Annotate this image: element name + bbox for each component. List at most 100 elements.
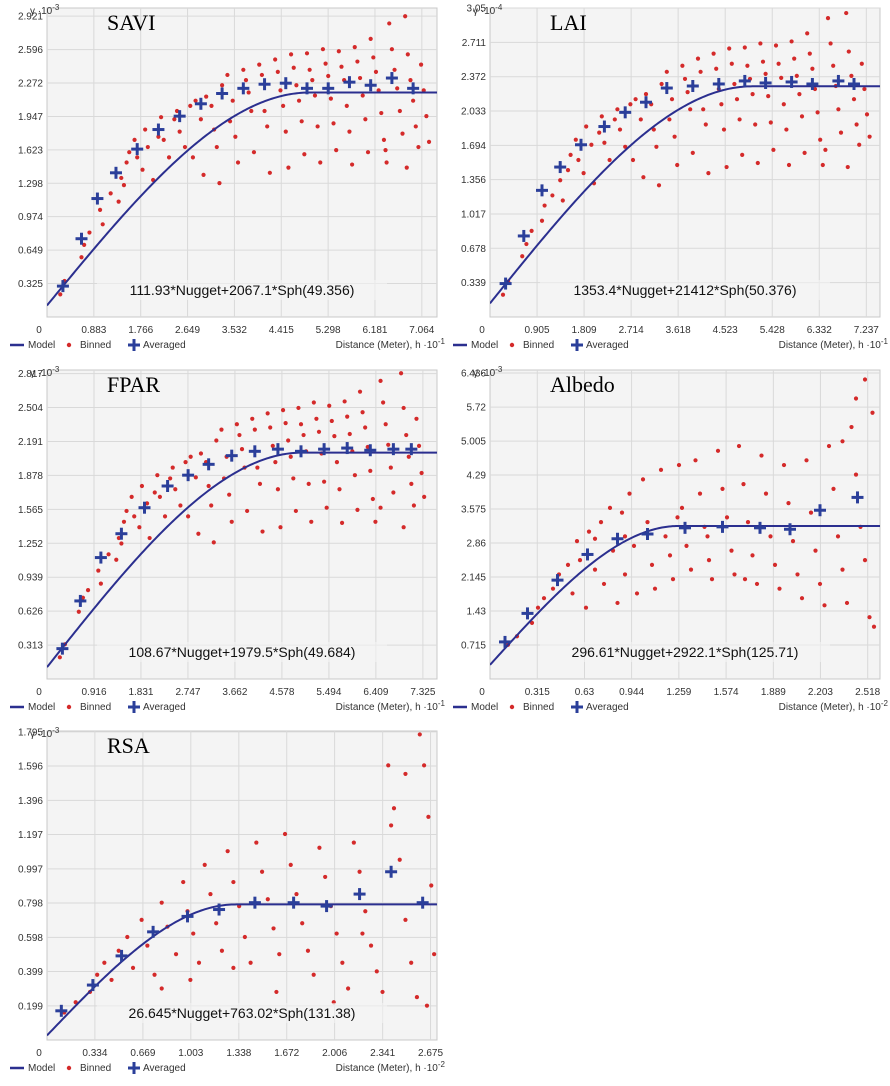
binned-point	[627, 491, 632, 496]
y-axis-label-main: γ ·10	[473, 368, 496, 379]
y-tick-label: 0.997	[18, 864, 43, 875]
binned-point	[732, 81, 737, 87]
binned-point	[125, 934, 130, 940]
binned-point	[768, 120, 773, 125]
binned-point	[379, 110, 384, 116]
binned-point	[828, 41, 833, 46]
model-equation: 1353.4*Nugget+21412*Sph(50.376)	[573, 282, 796, 298]
binned-point	[682, 76, 688, 82]
binned-point	[355, 59, 360, 64]
binned-point	[714, 66, 719, 71]
binned-point	[82, 242, 87, 247]
binned-point	[277, 952, 282, 957]
y-tick-label: 2.191	[18, 437, 43, 448]
binned-point	[365, 444, 370, 450]
binned-point	[844, 600, 850, 606]
binned-point	[812, 86, 818, 92]
binned-point	[291, 65, 296, 70]
x-tick-label: 2.341	[370, 1048, 395, 1059]
y-axis-label-exponent: -3	[52, 726, 60, 735]
averaged-point	[499, 277, 512, 290]
binned-point	[729, 548, 734, 553]
binned-point	[679, 505, 685, 510]
binned-point	[288, 862, 293, 867]
binned-point	[422, 494, 427, 499]
averaged-point	[407, 82, 420, 95]
binned-point	[311, 400, 316, 405]
binned-point	[357, 869, 362, 874]
x-tick-label: 0	[479, 687, 485, 698]
binned-point	[286, 165, 291, 170]
binned-point	[152, 490, 157, 495]
binned-point	[705, 534, 710, 539]
binned-point	[280, 408, 286, 413]
x-tick-label: 1.338	[226, 1048, 251, 1059]
binned-point	[813, 548, 818, 553]
averaged-point	[56, 642, 69, 655]
binned-point	[293, 508, 298, 514]
averaged-point	[301, 82, 313, 95]
binned-point	[166, 155, 172, 160]
binned-point	[352, 45, 357, 50]
binned-point	[758, 41, 763, 46]
plot-area	[46, 7, 438, 318]
binned-point	[363, 117, 368, 122]
legend-model-label: Model	[28, 702, 55, 713]
binned-point	[278, 88, 283, 93]
averaged-point	[641, 528, 654, 541]
binned-point	[345, 414, 350, 419]
binned-point	[607, 505, 613, 510]
rsa-chart-svg: 0.199 0.399 0.598 0.798 0.997 1.197 1.396 1.596…	[10, 726, 446, 1074]
binned-point	[219, 427, 224, 432]
binned-point	[147, 535, 152, 541]
binned-point	[368, 468, 373, 473]
binned-point	[262, 108, 267, 114]
binned-point	[418, 62, 424, 67]
averaged-point	[91, 192, 104, 205]
binned-point	[568, 152, 573, 158]
averaged-point	[416, 896, 429, 909]
binned-point	[87, 230, 92, 235]
albedo-chart-svg: 0.715 1.43 2.145 2.86 3.575 4.29 5.005 5.72 6.43…	[453, 365, 889, 713]
averaged-point	[75, 232, 88, 245]
binned-point	[188, 103, 193, 108]
binned-point	[409, 960, 414, 965]
binned-point	[815, 110, 820, 115]
binned-point	[334, 148, 339, 153]
binned-point	[233, 134, 238, 139]
y-tick-label: 5.72	[467, 403, 487, 414]
binned-point	[249, 108, 254, 114]
binned-point	[870, 410, 875, 415]
binned-point	[243, 78, 249, 83]
binned-point	[633, 97, 638, 102]
x-axis-label: Distance (Meter), h ·10-1	[336, 699, 446, 713]
averaged-point	[364, 79, 377, 92]
binned-point	[400, 131, 405, 136]
binned-point	[734, 97, 740, 102]
binned-point	[259, 72, 264, 78]
binned-point	[268, 425, 273, 430]
averaged-points	[56, 442, 418, 655]
x-tick-label: 0.334	[82, 1048, 107, 1059]
binned-point	[732, 572, 737, 577]
binned-point	[398, 371, 404, 376]
binned-point	[336, 49, 341, 54]
x-tick-label: 3.532	[222, 325, 247, 336]
binned-point	[520, 254, 525, 259]
binned-point	[306, 481, 311, 486]
binned-point	[424, 1003, 430, 1008]
averaged-point	[86, 979, 99, 992]
binned-point	[234, 422, 239, 427]
binned-point	[560, 198, 565, 203]
x-tick-label: 3.618	[666, 325, 691, 336]
binned-point	[360, 931, 365, 936]
binned-point	[196, 531, 201, 536]
binned-point	[799, 596, 805, 601]
binned-point	[397, 857, 402, 862]
binned-point	[383, 148, 388, 153]
binned-point	[414, 994, 420, 1000]
binned-point	[332, 434, 337, 439]
y-tick-label: 2.272	[18, 78, 43, 89]
binned-point	[172, 117, 177, 122]
averaged-point	[181, 910, 194, 923]
